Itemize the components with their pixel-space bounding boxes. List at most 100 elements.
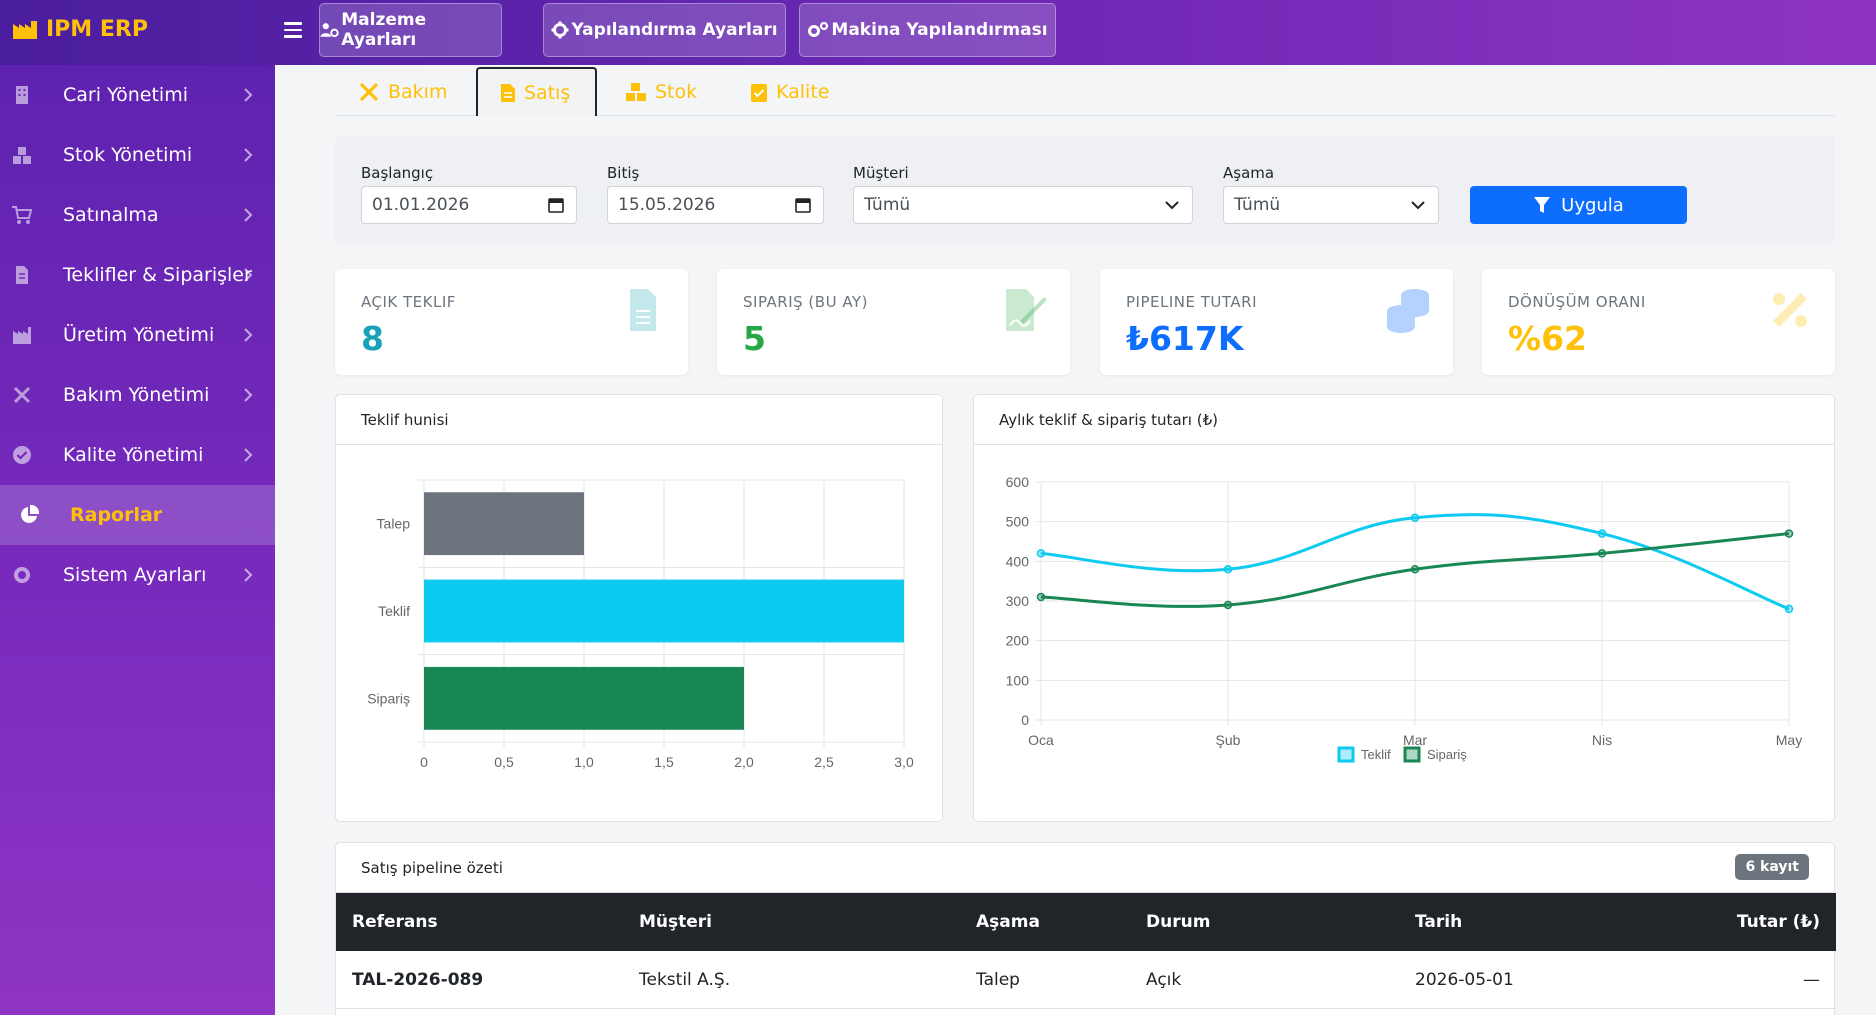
col-header-musteri[interactable]: Müşteri <box>639 912 713 932</box>
x-tick-label: May <box>1776 732 1802 748</box>
y-tick-label: 200 <box>1006 633 1030 649</box>
calendar-icon[interactable] <box>548 197 564 213</box>
end-date-input[interactable]: 15.05.2026 <box>607 186 824 224</box>
boxes-icon <box>13 147 31 164</box>
col-header-asama[interactable]: Aşama <box>976 912 1040 932</box>
calendar-icon[interactable] <box>795 197 811 213</box>
bar-teklif <box>424 579 904 643</box>
yapilandirma-ayarlari-button[interactable]: Yapılandırma Ayarları <box>543 3 786 57</box>
sidebar-item-satinalma[interactable]: Satınalma <box>0 185 275 245</box>
tab-label: Bakım <box>388 80 448 103</box>
check-circle-icon <box>13 446 31 464</box>
cog-icon <box>14 567 30 583</box>
stage-select[interactable]: Tümü <box>1223 186 1439 224</box>
table-row[interactable]: TAL-2026-089 Tekstil A.Ş. Talep Açık 202… <box>336 951 1836 1009</box>
y-tick-label: 400 <box>1006 553 1030 569</box>
tabs-divider <box>335 115 1835 116</box>
tab-bakim[interactable]: Bakım <box>358 67 447 116</box>
industry-icon <box>13 20 37 39</box>
x-tick-label: 0 <box>420 754 428 770</box>
tab-stok[interactable]: Stok <box>625 67 697 116</box>
sidebar-item-teklifler-siparisler[interactable]: Teklifler & Siparişler <box>0 245 275 305</box>
col-header-durum[interactable]: Durum <box>1146 912 1211 932</box>
topnav-label: Makina Yapılandırması <box>831 20 1048 40</box>
sidebar-item-cari-yonetimi[interactable]: Cari Yönetimi <box>0 65 275 125</box>
legend-label-siparis: Sipariş <box>1427 747 1467 762</box>
stage-label: Aşama <box>1223 164 1275 182</box>
users-cog-icon <box>320 23 339 38</box>
pipeline-summary-title: Satış pipeline özeti <box>336 843 1834 893</box>
kpi-label: AÇIK TEKLIF <box>361 293 456 311</box>
funnel-chart: 0 0,5 1,0 1,5 2,0 2,5 3,0 Talep Teklif Sipariş <box>367 479 914 770</box>
data-point-teklif <box>1036 549 1046 558</box>
col-header-tutar[interactable]: Tutar (₺) <box>1736 912 1820 932</box>
cell-referans: TAL-2026-089 <box>352 970 484 990</box>
kpi-conversion-rate: DÖNÜŞÜM ORANI %62 <box>1482 269 1835 375</box>
sidebar-item-label: Satınalma <box>63 204 159 226</box>
kpi-value: ₺617K <box>1126 319 1244 358</box>
percent-icon <box>1773 293 1807 327</box>
col-header-referans[interactable]: Referans <box>352 912 438 932</box>
tab-satis[interactable]: Satış <box>476 67 597 116</box>
x-tick-label: Şub <box>1216 732 1241 748</box>
chevron-right-icon <box>244 448 253 462</box>
sidebar-item-sistem-ayarlari[interactable]: Sistem Ayarları <box>0 545 275 605</box>
sidebar: Cari Yönetimi Stok Yönetimi Satınalma Te… <box>0 65 275 1015</box>
filter-icon <box>1534 197 1551 213</box>
apply-filter-button[interactable]: Uygula <box>1470 186 1687 224</box>
kpi-label: PIPELINE TUTARI <box>1126 293 1257 311</box>
apply-label: Uygula <box>1561 194 1624 216</box>
data-point-siparis <box>1597 549 1607 558</box>
menu-toggle-button[interactable] <box>284 22 302 38</box>
file-alt-icon <box>630 289 656 331</box>
chevron-down-icon <box>1165 201 1179 210</box>
sidebar-item-stok-yonetimi[interactable]: Stok Yönetimi <box>0 125 275 185</box>
start-date-value: 01.01.2026 <box>372 195 470 215</box>
malzeme-ayarlari-button[interactable]: Malzeme Ayarları <box>319 3 502 57</box>
sidebar-item-raporlar[interactable]: Raporlar <box>0 485 275 545</box>
pipeline-summary-panel: Satış pipeline özeti 6 kayıt Referans Mü… <box>335 842 1836 1015</box>
x-tick-label: 2,5 <box>814 754 834 770</box>
sidebar-item-label: Cari Yönetimi <box>63 84 188 106</box>
bar-sipariş <box>424 666 744 730</box>
y-tick-label: 100 <box>1006 672 1030 688</box>
tab-kalite[interactable]: Kalite <box>750 67 829 116</box>
coins-icon <box>1387 289 1429 333</box>
end-date-value: 15.05.2026 <box>618 195 716 215</box>
sidebar-item-uretim-yonetimi[interactable]: Üretim Yönetimi <box>0 305 275 365</box>
sidebar-item-label: Kalite Yönetimi <box>63 444 204 466</box>
boxes-icon <box>626 82 646 101</box>
cell-asama: Talep <box>976 970 1020 990</box>
x-tick-label: 3,0 <box>894 754 914 770</box>
gear-icon <box>551 21 569 39</box>
data-point-teklif <box>1410 513 1420 522</box>
x-tick-label: Oca <box>1028 732 1054 748</box>
file-signature-icon <box>1006 289 1047 331</box>
chevron-down-icon <box>1411 201 1425 210</box>
series-line-teklif <box>1040 513 1790 611</box>
x-tick-label: 1,5 <box>654 754 674 770</box>
trend-chart-title: Aylık teklif & sipariş tutarı (₺) <box>974 395 1834 445</box>
kpi-value: 8 <box>361 319 384 358</box>
brand[interactable]: IPM ERP <box>12 17 148 42</box>
end-date-label: Bitiş <box>607 164 640 182</box>
kpi-value: 5 <box>743 319 766 358</box>
y-tick-label: Teklif <box>378 603 410 619</box>
chevron-right-icon <box>244 148 253 162</box>
sidebar-item-label: Raporlar <box>70 504 163 526</box>
start-date-input[interactable]: 01.01.2026 <box>361 186 577 224</box>
record-count-badge: 6 kayıt <box>1735 854 1809 880</box>
pie-chart-icon <box>21 505 40 523</box>
data-point-siparis <box>1784 529 1794 538</box>
customer-select[interactable]: Tümü <box>853 186 1193 224</box>
sidebar-item-bakim-yonetimi[interactable]: Bakım Yönetimi <box>0 365 275 425</box>
sidebar-item-kalite-yonetimi[interactable]: Kalite Yönetimi <box>0 425 275 485</box>
makina-yapilandirmasi-button[interactable]: Makina Yapılandırması <box>799 3 1056 57</box>
top-navbar: IPM ERP Malzeme Ayarları Yapılandırma Ay… <box>0 0 1876 65</box>
kpi-orders-this-month: SIPARIŞ (BU AY) 5 <box>717 269 1070 375</box>
trend-chart-panel: Aylık teklif & sipariş tutarı (₺) 0 100 20… <box>973 394 1835 822</box>
legend-swatch-siparis <box>1403 746 1421 763</box>
x-tick-label: 0,5 <box>494 754 514 770</box>
chevron-right-icon <box>244 328 253 342</box>
col-header-tarih[interactable]: Tarih <box>1415 912 1463 932</box>
